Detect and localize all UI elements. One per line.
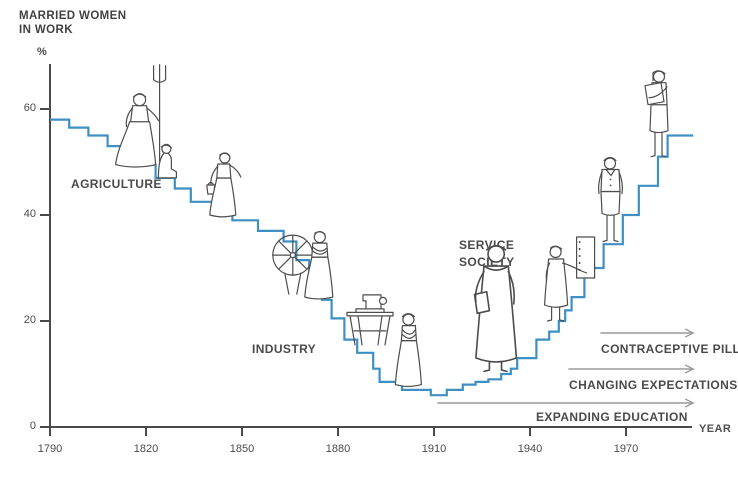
x-tick-label-1940: 1940 [517,443,543,455]
figure-sitting-child [157,143,177,179]
figure-pitchfork-woman [115,64,167,168]
x-tick-label-1850: 1850 [229,443,255,455]
x-tick-label-1910: 1910 [421,443,447,455]
annotation-label-changing-expectations: CHANGING EXPECTATIONS [569,378,738,392]
x-tick-label-1790: 1790 [37,443,63,455]
figure-mill-woman [394,313,422,388]
axes [40,64,692,436]
annotation-label-expanding-education: EXPANDING EDUCATION [536,410,688,424]
y-tick-label-40: 40 [23,208,36,220]
figure-sewing-machine [346,294,394,346]
chart-title-line1: MARRIED WOMEN [19,10,127,22]
figure-suit-woman [598,156,623,243]
annotation-arrow-changing-expectations [568,364,695,374]
chart-title: MARRIED WOMEN IN WORK [19,9,126,37]
figure-service-woman [473,245,518,373]
x-tick-label-1880: 1880 [325,443,351,455]
y-tick-label-0: 0 [29,420,36,432]
figure-modern-woman [644,70,669,158]
figure-spinning-wheel-woman [272,231,334,300]
y-tick-label-20: 20 [23,314,36,326]
y-tick-label-60: 60 [23,102,36,114]
chart-title-line2: IN WORK [19,24,73,36]
step-line-married-women-percent [50,118,694,397]
x-axis-label: YEAR [699,423,732,435]
era-label-agriculture: AGRICULTURE [71,177,162,191]
y-axis-unit: % [37,46,48,58]
annotation-label-contraceptive-pill: CONTRACEPTIVE PILL [601,342,738,356]
x-tick-label-1820: 1820 [133,443,159,455]
era-label-industry: INDUSTRY [252,342,317,356]
figure-bucket-woman [206,152,242,218]
figure-switchboard-woman [543,236,596,322]
annotation-arrow-contraceptive-pill [600,328,695,338]
x-tick-label-1970: 1970 [613,443,639,455]
annotation-arrow-expanding-education [437,398,695,408]
